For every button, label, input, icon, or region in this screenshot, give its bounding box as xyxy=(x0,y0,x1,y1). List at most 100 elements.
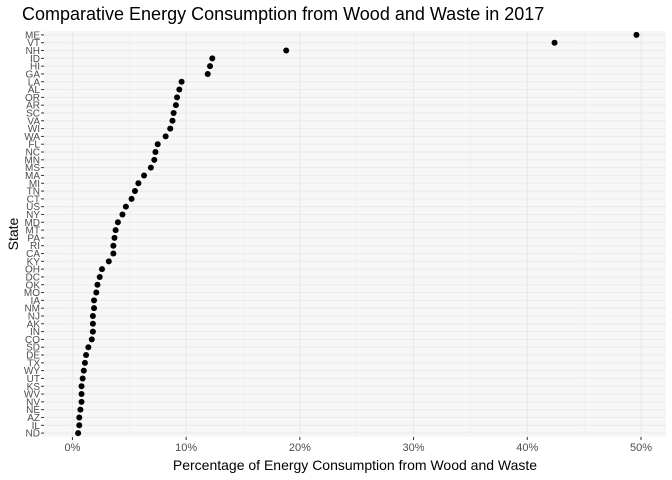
data-point xyxy=(111,234,118,241)
data-point xyxy=(131,188,138,195)
grid-lines xyxy=(44,31,666,437)
data-point xyxy=(209,55,216,62)
y-tick-label: WI xyxy=(28,124,40,135)
y-tick-label: NV xyxy=(26,397,40,408)
data-point xyxy=(91,305,98,312)
data-point xyxy=(633,31,640,38)
y-tick-label: HI xyxy=(30,62,40,73)
y-tick-label: NY xyxy=(26,210,40,221)
y-tick-label: IN xyxy=(30,327,40,338)
data-point xyxy=(122,203,129,210)
y-tick-label: UT xyxy=(27,374,40,385)
y-axis-labels: MEVTNHIDHIGALAALORARSCVAWIWAFLNCMNMSMAMI… xyxy=(24,30,44,440)
data-point xyxy=(169,117,176,124)
data-point xyxy=(78,391,85,398)
y-tick-label: ID xyxy=(30,54,40,65)
y-tick-label: NH xyxy=(26,46,40,57)
data-point xyxy=(551,39,558,46)
data-point xyxy=(174,94,181,101)
y-tick-label: OK xyxy=(26,280,41,291)
data-point xyxy=(128,195,135,202)
data-point xyxy=(283,47,290,54)
data-point xyxy=(88,336,95,343)
chart-title: Comparative Energy Consumption from Wood… xyxy=(22,4,545,24)
data-point xyxy=(78,383,85,390)
data-point xyxy=(78,398,85,405)
y-tick-label: MS xyxy=(25,163,40,174)
y-tick-label: MN xyxy=(24,155,40,166)
data-point xyxy=(135,180,142,187)
data-point xyxy=(89,320,96,327)
x-axis-labels: 0% 10% 20% 30% 40% 50% xyxy=(64,437,652,454)
y-tick-label: CA xyxy=(26,249,40,260)
data-point xyxy=(207,63,214,70)
y-tick-label: AK xyxy=(27,319,41,330)
y-tick-label: MT xyxy=(26,226,40,237)
data-point xyxy=(96,273,103,280)
data-point xyxy=(178,78,185,85)
y-tick-label: CT xyxy=(27,194,40,205)
x-axis-title: Percentage of Energy Consumption from Wo… xyxy=(173,457,537,473)
y-tick-label: NC xyxy=(26,148,40,159)
data-point xyxy=(94,281,101,288)
data-point xyxy=(91,297,98,304)
x-tick-label: 20% xyxy=(289,442,311,454)
data-point xyxy=(79,375,86,382)
data-point xyxy=(110,242,117,249)
y-tick-label: KS xyxy=(27,382,41,393)
data-point xyxy=(80,367,87,374)
data-point xyxy=(176,86,183,93)
y-tick-label: LA xyxy=(28,77,41,88)
y-tick-label: VT xyxy=(27,38,40,49)
data-point xyxy=(89,328,96,335)
y-tick-label: WA xyxy=(24,132,40,143)
y-tick-label: WY xyxy=(24,366,40,377)
y-tick-label: DE xyxy=(26,351,40,362)
data-point xyxy=(170,109,177,116)
y-tick-label: IA xyxy=(31,296,41,307)
y-tick-label: OR xyxy=(25,93,40,104)
y-tick-label: FL xyxy=(28,140,40,151)
y-tick-label: KY xyxy=(27,257,41,268)
y-tick-label: AR xyxy=(26,101,40,112)
data-points xyxy=(75,31,640,437)
data-point xyxy=(93,289,100,296)
y-tick-label: MO xyxy=(24,288,40,299)
x-tick-label: 10% xyxy=(175,442,197,454)
y-tick-label: OH xyxy=(25,265,40,276)
y-tick-label: NE xyxy=(26,405,40,416)
data-point xyxy=(112,227,119,234)
data-point xyxy=(204,70,211,77)
data-point xyxy=(119,211,126,218)
y-tick-label: PA xyxy=(27,233,40,244)
y-tick-label: NJ xyxy=(28,311,40,322)
x-tick-label: 0% xyxy=(64,442,80,454)
data-point xyxy=(141,172,148,179)
y-tick-label: US xyxy=(26,202,40,213)
data-point xyxy=(76,414,83,421)
y-tick-label: MI xyxy=(29,179,40,190)
y-tick-label: TN xyxy=(27,187,40,198)
data-point xyxy=(85,344,92,351)
data-point xyxy=(77,406,84,413)
data-point xyxy=(105,258,112,265)
y-tick-label: TX xyxy=(27,358,40,369)
y-tick-label: RI xyxy=(30,241,40,252)
y-tick-label: MD xyxy=(24,218,40,229)
data-point xyxy=(75,430,82,437)
data-point xyxy=(110,250,117,257)
plot-panel xyxy=(44,31,666,437)
y-tick-label: IL xyxy=(32,421,41,432)
y-tick-label: AL xyxy=(28,85,41,96)
data-point xyxy=(152,149,159,156)
y-tick-label: AZ xyxy=(27,413,40,424)
y-tick-label: ND xyxy=(26,429,40,440)
data-point xyxy=(151,156,158,163)
data-point xyxy=(167,125,174,132)
x-tick-label: 50% xyxy=(630,442,652,454)
data-point xyxy=(154,141,161,148)
x-tick-label: 30% xyxy=(403,442,425,454)
y-tick-label: NM xyxy=(24,304,40,315)
y-tick-label: GA xyxy=(26,69,41,80)
